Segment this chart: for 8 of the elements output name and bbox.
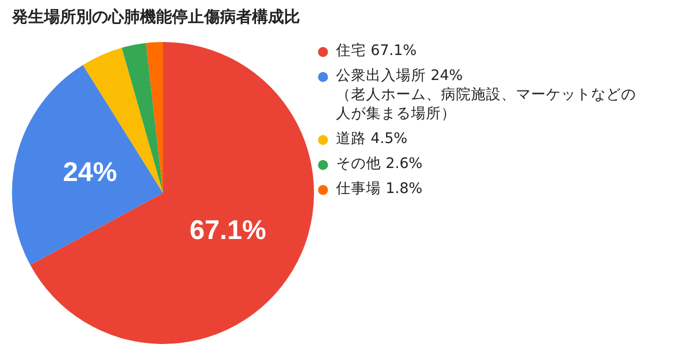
legend-label: 住宅 67.1% bbox=[336, 42, 417, 61]
data-label: 67.1% bbox=[190, 215, 266, 246]
legend-label: その他 2.6% bbox=[336, 155, 422, 174]
legend-label: 仕事場 1.8% bbox=[336, 180, 422, 199]
legend-label: 公衆出入場所 24%（老人ホーム、病院施設、マーケットなどの人が集まる場所） bbox=[336, 67, 636, 124]
legend-label: 道路 4.5% bbox=[336, 130, 408, 149]
data-label: 24% bbox=[62, 157, 118, 188]
chart-title: 発生場所別の心肺機能停止傷病者構成比 bbox=[12, 7, 300, 28]
